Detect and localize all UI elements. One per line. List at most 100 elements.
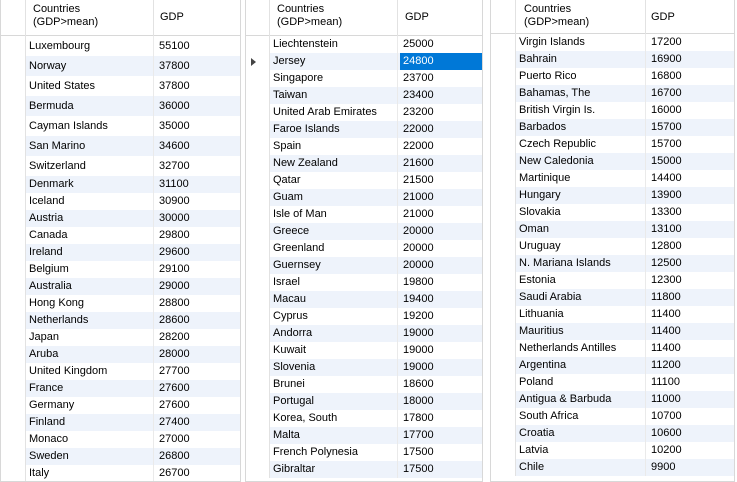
table-row[interactable]: New Zealand 21600: [246, 155, 482, 172]
gdp-cell[interactable]: 35000: [159, 120, 190, 132]
country-cell[interactable]: Slovakia: [519, 206, 561, 218]
country-cell[interactable]: Netherlands: [29, 314, 89, 326]
table-row[interactable]: Monaco 27000: [1, 431, 240, 448]
country-cell[interactable]: Bahrain: [519, 53, 557, 65]
table-row[interactable]: Faroe Islands 22000: [246, 121, 482, 138]
gdp-cell[interactable]: 27600: [159, 382, 190, 394]
table-row[interactable]: French Polynesia 17500: [246, 444, 482, 461]
table-row[interactable]: Portugal 18000: [246, 393, 482, 410]
row-selector-cell[interactable]: [246, 308, 270, 325]
table-row[interactable]: Guam 21000: [246, 189, 482, 206]
country-cell[interactable]: Uruguay: [519, 240, 561, 252]
country-cell[interactable]: Chile: [519, 461, 545, 473]
row-selector-cell[interactable]: [1, 227, 26, 244]
country-cell[interactable]: Belgium: [29, 263, 69, 275]
country-cell[interactable]: Sweden: [29, 450, 69, 462]
row-selector-cell[interactable]: [491, 272, 516, 289]
table-row[interactable]: Austria 30000: [1, 210, 240, 227]
gdp-cell[interactable]: 11100: [651, 376, 680, 388]
row-selector-cell[interactable]: [246, 206, 270, 223]
table-row[interactable]: Argentina 11200: [491, 357, 734, 374]
gdp-cell[interactable]: 31100: [159, 178, 189, 190]
table-row[interactable]: Korea, South 17800: [246, 410, 482, 427]
table-row[interactable]: Malta 17700: [246, 427, 482, 444]
table-row[interactable]: Switzerland 32700: [1, 156, 240, 176]
gdp-cell[interactable]: 37800: [159, 80, 190, 92]
country-cell[interactable]: Bahamas, The: [519, 87, 591, 99]
country-cell[interactable]: Macau: [273, 293, 307, 305]
row-selector-cell[interactable]: [246, 36, 270, 53]
row-selector-cell[interactable]: [1, 329, 26, 346]
table-row[interactable]: Greenland 20000: [246, 240, 482, 257]
gdp-cell[interactable]: 55100: [159, 40, 190, 52]
row-selector-cell[interactable]: [1, 448, 26, 465]
row-selector-cell[interactable]: [491, 340, 516, 357]
gdp-grid-3[interactable]: Countries (GDP>mean) GDP Virgin Islands 172…: [490, 0, 735, 482]
country-cell[interactable]: Liechtenstein: [273, 38, 338, 50]
gdp-cell[interactable]: 17700: [403, 429, 434, 441]
country-cell[interactable]: Isle of Man: [273, 208, 327, 220]
table-row[interactable]: Chile 9900: [491, 459, 734, 476]
gdp-cell[interactable]: 17800: [403, 412, 434, 424]
gdp-cell[interactable]: 23400: [403, 89, 434, 101]
row-selector-cell[interactable]: [491, 153, 516, 170]
gdp-cell[interactable]: 13300: [651, 206, 682, 218]
table-row[interactable]: Bermuda 36000: [1, 96, 240, 116]
country-cell[interactable]: Iceland: [29, 195, 65, 207]
row-selector-cell[interactable]: [246, 104, 270, 121]
country-cell[interactable]: New Zealand: [273, 157, 338, 169]
country-cell[interactable]: San Marino: [29, 140, 86, 152]
country-cell[interactable]: Greenland: [273, 242, 325, 254]
gdp-cell[interactable]: 29600: [159, 246, 190, 258]
table-row[interactable]: Macau 19400: [246, 291, 482, 308]
table-row[interactable]: Guernsey 20000: [246, 257, 482, 274]
country-cell[interactable]: Latvia: [519, 444, 549, 456]
country-cell[interactable]: Andorra: [273, 327, 313, 339]
row-selector-cell[interactable]: [1, 261, 26, 278]
country-cell[interactable]: Bermuda: [29, 100, 74, 112]
gdp-cell[interactable]: 16000: [651, 104, 682, 116]
row-selector-cell[interactable]: [1, 346, 26, 363]
country-cell[interactable]: Oman: [519, 223, 549, 235]
gdp-cell[interactable]: 27000: [159, 433, 190, 445]
table-row[interactable]: Puerto Rico 16800: [491, 68, 734, 85]
table-row[interactable]: Bahamas, The 16700: [491, 85, 734, 102]
row-selector-cell[interactable]: [246, 410, 270, 427]
table-row[interactable]: San Marino 34600: [1, 136, 240, 156]
row-selector-cell[interactable]: [1, 156, 26, 176]
row-selector-cell[interactable]: [246, 257, 270, 274]
gdp-cell[interactable]: 32700: [159, 160, 190, 172]
gdp-cell[interactable]: 26800: [159, 450, 190, 462]
country-cell[interactable]: Ireland: [29, 246, 63, 258]
row-selector-cell[interactable]: [491, 102, 516, 119]
column-header-countries[interactable]: Countries (GDP>mean): [33, 3, 99, 28]
country-cell[interactable]: Spain: [273, 140, 302, 152]
country-cell[interactable]: Aruba: [29, 348, 59, 360]
gdp-cell[interactable]: 15700: [651, 121, 682, 133]
table-row[interactable]: Netherlands 28600: [1, 312, 240, 329]
column-header-gdp[interactable]: GDP: [160, 11, 184, 23]
country-cell[interactable]: Argentina: [519, 359, 567, 371]
row-selector-cell[interactable]: [491, 51, 516, 68]
gdp-cell[interactable]: 28600: [159, 314, 190, 326]
gdp-cell[interactable]: 11000: [651, 393, 681, 405]
gdp-cell[interactable]: 19400: [403, 293, 434, 305]
row-selector-cell[interactable]: [491, 255, 516, 272]
country-cell[interactable]: French Polynesia: [273, 446, 358, 458]
row-selector-cell[interactable]: [491, 425, 516, 442]
row-selector-cell[interactable]: [1, 363, 26, 380]
gdp-cell[interactable]: 10700: [651, 410, 682, 422]
country-cell[interactable]: Taiwan: [273, 89, 308, 101]
row-selector-cell[interactable]: [491, 306, 516, 323]
row-selector-cell[interactable]: [246, 376, 270, 393]
row-selector-cell[interactable]: [1, 96, 26, 116]
row-selector-cell[interactable]: [1, 116, 26, 136]
gdp-cell[interactable]: 11800: [651, 291, 681, 303]
table-row[interactable]: Brunei 18600: [246, 376, 482, 393]
gdp-cell[interactable]: 28200: [159, 331, 190, 343]
row-selector-cell[interactable]: [491, 136, 516, 153]
country-cell[interactable]: Czech Republic: [519, 138, 597, 150]
country-cell[interactable]: South Africa: [519, 410, 579, 422]
row-selector-cell[interactable]: [246, 189, 270, 206]
gdp-cell[interactable]: 12300: [651, 274, 682, 286]
